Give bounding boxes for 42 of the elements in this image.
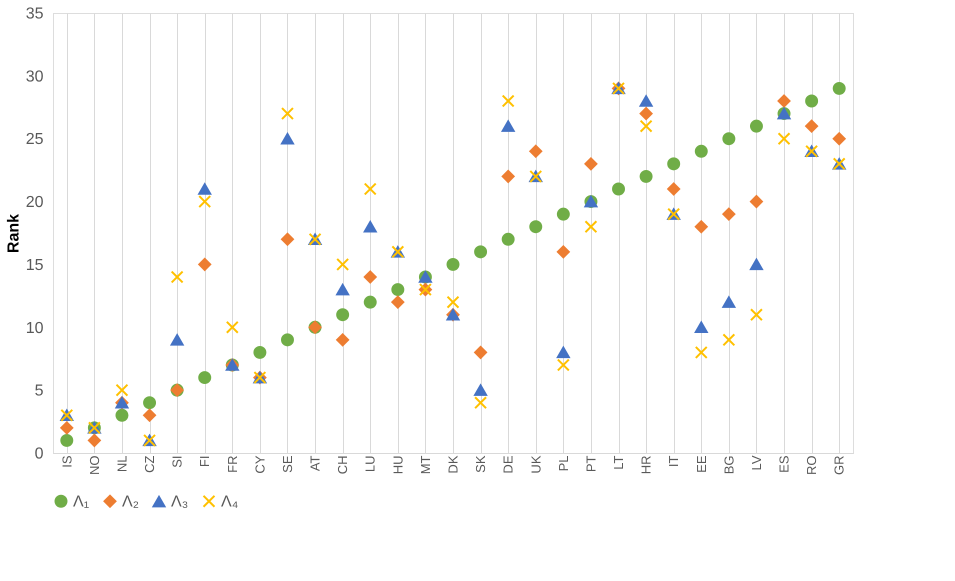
- y-tick-label: 30: [26, 68, 44, 86]
- y-tick-label: 15: [26, 256, 44, 274]
- x-tick-label: HR: [638, 456, 654, 474]
- x-tick-label: SI: [170, 456, 185, 468]
- x-tick-label: CH: [335, 456, 350, 474]
- x-tick-label: DE: [500, 455, 516, 474]
- x-tick-label: PL: [556, 456, 571, 472]
- x-tick-label: PT: [583, 455, 598, 472]
- x-tick-label: IT: [666, 455, 682, 468]
- legend-label: Λ₄: [221, 493, 238, 510]
- x-tick-label: NO: [86, 456, 102, 475]
- x-tick-label: AT: [308, 455, 323, 472]
- x-tick-label: FI: [197, 456, 212, 468]
- x-tick-label: CY: [252, 455, 268, 474]
- x-tick-label: FR: [224, 456, 240, 473]
- x-tick-label: LT: [611, 455, 626, 470]
- legend-label: Λ₁: [73, 493, 90, 510]
- x-tick-label: GR: [832, 456, 847, 475]
- x-tick-label: SK: [473, 455, 488, 473]
- x-tick-label: SE: [280, 455, 295, 473]
- y-tick-label: 10: [26, 320, 44, 337]
- y-tick-label: 0: [34, 446, 44, 462]
- x-tick-label: UK: [528, 455, 544, 474]
- x-tick-label: HU: [390, 456, 406, 474]
- x-tick-label: IS: [59, 455, 74, 468]
- y-tick-label: 5: [34, 382, 44, 400]
- x-tick-label: EE: [694, 455, 709, 473]
- y-tick-label: 35: [26, 6, 44, 22]
- x-tick-label: NL: [114, 456, 130, 472]
- x-tick-label: LU: [362, 456, 378, 472]
- x-tick-label: BG: [721, 456, 736, 474]
- x-tick-label: MT: [418, 455, 433, 474]
- y-tick-label: 20: [26, 194, 44, 212]
- x-tick-label: CZ: [142, 455, 158, 473]
- legend-label: Λ₂: [122, 493, 139, 510]
- legend-label: Λ₃: [171, 494, 188, 511]
- x-tick-label: LV: [748, 455, 764, 470]
- x-tick-label: DK: [446, 455, 460, 474]
- y-axis-title: Rank: [6, 214, 23, 254]
- x-tick-label: ES: [776, 455, 792, 473]
- y-tick-label: 25: [26, 131, 44, 148]
- x-tick-label: RO: [804, 456, 820, 475]
